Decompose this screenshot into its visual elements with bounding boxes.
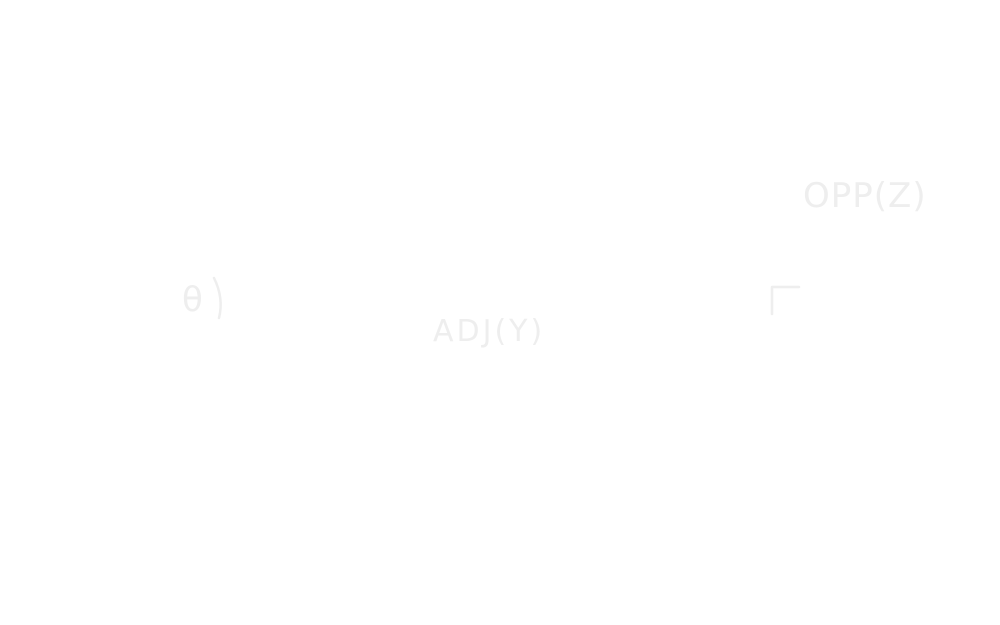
right-angle-marker	[770, 285, 801, 316]
angle-theta-label: θ	[182, 280, 204, 320]
angle-arc	[212, 276, 222, 320]
adjacent-side-label: ADJ(Y)	[433, 314, 546, 349]
opposite-side-label: OPP(Z)	[803, 176, 927, 216]
